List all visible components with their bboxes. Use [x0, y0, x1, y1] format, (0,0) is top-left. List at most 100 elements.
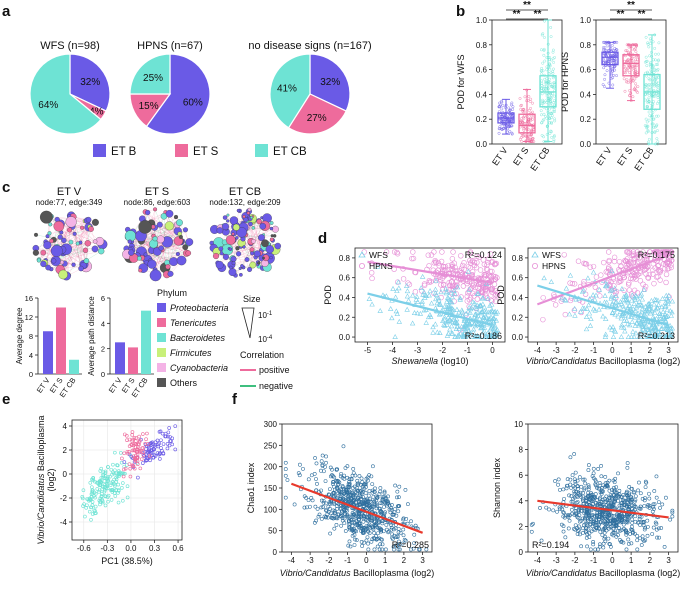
f-point — [605, 495, 608, 498]
f-xtick-label: 2 — [402, 556, 407, 565]
pie-slice-label: 25% — [143, 73, 163, 84]
box-point — [523, 111, 525, 113]
e-point-et-cb — [123, 452, 126, 455]
pie-title-wfs: WFS (n=98) — [40, 40, 100, 52]
e-point-et-s — [141, 462, 144, 465]
f-point — [398, 485, 401, 488]
e-point-et-cb — [120, 457, 123, 460]
f-point — [636, 539, 639, 542]
network-node — [239, 273, 242, 276]
box-point — [648, 138, 650, 140]
f-point — [648, 497, 651, 500]
pie-slice-label: 64% — [38, 100, 58, 111]
f-point — [592, 543, 595, 546]
box-point — [603, 85, 605, 87]
network-node — [41, 250, 46, 255]
e-point-et-cb — [141, 433, 144, 436]
e-point-et-s — [136, 476, 139, 479]
e-point-et-s — [159, 439, 162, 442]
f-point — [651, 532, 654, 535]
f-point — [402, 528, 405, 531]
f-ylabel: Shannon index — [492, 457, 502, 518]
d-point-hpns — [450, 256, 455, 261]
f-point — [397, 510, 400, 513]
f-point — [324, 479, 327, 482]
d-xtick-label: -2 — [571, 346, 579, 355]
network-node — [223, 216, 227, 220]
f-point — [578, 533, 581, 536]
network-node — [216, 261, 224, 269]
f-point — [634, 495, 637, 498]
d-point-hpns — [461, 284, 466, 289]
box-point — [531, 102, 533, 104]
e-ytick-label: 4 — [63, 422, 68, 431]
d-legend-hpns-marker — [359, 263, 364, 268]
sig-mark: ** — [534, 9, 542, 20]
network-node — [186, 250, 191, 255]
f-point — [314, 477, 317, 480]
box-point — [612, 74, 614, 76]
box-ytick-label: 0.6 — [580, 66, 592, 75]
f-point — [373, 548, 376, 551]
d-point-hpns — [576, 259, 581, 264]
f-point — [580, 485, 583, 488]
d-point-wfs — [567, 312, 571, 316]
d-ytick-label: 0.8 — [339, 254, 351, 263]
d-point-hpns — [370, 276, 375, 281]
e-point-et-b — [110, 498, 113, 501]
e-point-et-b — [88, 510, 91, 513]
f-xtick-label: -2 — [571, 556, 579, 565]
phylum-legend-title: Phylum — [157, 288, 187, 298]
d-point-hpns — [427, 263, 432, 268]
box-point — [628, 71, 630, 73]
d-point-hpns — [458, 253, 463, 258]
e-point-et-b — [100, 492, 103, 495]
f-point — [365, 539, 368, 542]
e-point-et-s — [166, 442, 169, 445]
network-node — [84, 258, 89, 263]
network-node — [80, 226, 84, 230]
f-point — [381, 543, 384, 546]
pie-slice-label: 27% — [307, 113, 327, 124]
f-point — [554, 479, 557, 482]
f-point — [644, 480, 647, 483]
d-point-hpns — [426, 253, 431, 258]
f-point — [371, 482, 374, 485]
network-node — [230, 216, 238, 224]
d-point-wfs — [589, 317, 593, 321]
network-node — [229, 268, 237, 276]
box-point — [542, 136, 544, 138]
e-ytick-label: -4 — [60, 518, 68, 527]
size-legend-bottom: 10-4 — [258, 335, 273, 344]
f-point — [643, 504, 646, 507]
network-node — [92, 246, 98, 252]
network-node — [176, 252, 180, 256]
network-node — [270, 256, 273, 259]
bar-et-s — [128, 347, 138, 374]
e-point-et-cb — [139, 467, 142, 470]
network-stats-ets: node:86, edge:603 — [124, 198, 191, 207]
f-point — [647, 492, 650, 495]
d-xtick-label: 2 — [648, 346, 653, 355]
d-xtick-label: -2 — [439, 346, 447, 355]
network-node — [153, 236, 158, 241]
e-point-et-cb — [138, 435, 141, 438]
box-ytick-label: 0.6 — [476, 66, 488, 75]
f-point — [320, 517, 323, 520]
f-point — [657, 536, 660, 539]
f-r2-label: R²=0.285 — [392, 540, 429, 550]
e-point-et-b — [94, 505, 97, 508]
f-point — [562, 497, 565, 500]
f-point — [584, 482, 587, 485]
box-ytick-label: 0.2 — [580, 115, 592, 124]
e-point-et-b — [120, 486, 123, 489]
f-point — [387, 531, 390, 534]
box-point — [541, 134, 543, 136]
network-node — [51, 245, 63, 257]
panel-d-label: d — [318, 230, 327, 247]
e-point-et-s — [149, 459, 152, 462]
f-point — [321, 454, 324, 457]
bar-et-s — [56, 308, 66, 375]
f-point — [530, 530, 533, 533]
network-node — [250, 216, 253, 219]
